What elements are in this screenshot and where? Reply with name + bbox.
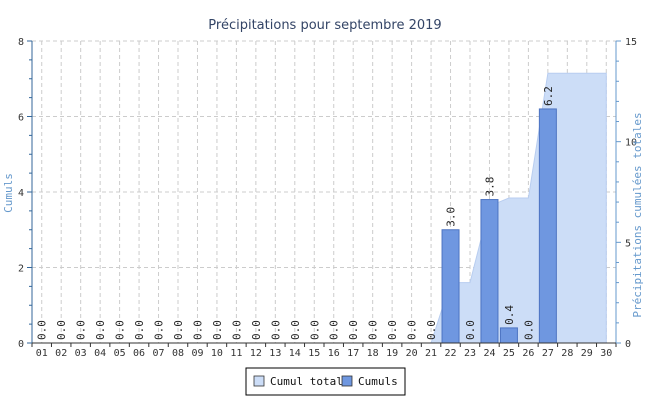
bar-label-03: 0.0 bbox=[75, 320, 88, 340]
y-left-tick-label: 4 bbox=[18, 188, 24, 199]
x-tick-label-07: 07 bbox=[153, 348, 165, 359]
x-tick-label-30: 30 bbox=[600, 348, 612, 359]
bar-25 bbox=[499, 327, 518, 344]
bar-label-11: 0.0 bbox=[230, 320, 243, 340]
bar-label-16: 0.0 bbox=[328, 320, 341, 340]
bar-label-05: 0.0 bbox=[114, 320, 127, 340]
y-left-axis-label: Cumuls bbox=[2, 173, 15, 213]
bar-label-10: 0.0 bbox=[211, 320, 224, 340]
x-tick-label-29: 29 bbox=[581, 348, 593, 359]
x-tick-label-06: 06 bbox=[133, 348, 145, 359]
x-tick-label-15: 15 bbox=[308, 348, 320, 359]
y-right-tick-label: 5 bbox=[625, 238, 631, 249]
x-tick-label-11: 11 bbox=[230, 348, 242, 359]
bar-label-15: 0.0 bbox=[308, 320, 321, 340]
legend-label-cumuls: Cumuls bbox=[358, 375, 398, 388]
y-left-tick-label: 8 bbox=[18, 37, 24, 48]
x-tick-label-22: 22 bbox=[445, 348, 457, 359]
x-tick-label-10: 10 bbox=[211, 348, 223, 359]
bar-value-labels: 0.0 0.0 0.0 0.0 0.0 0.0 0.0 0.0 0.0 0.0 0.0 0.0 0.0 0… bbox=[36, 86, 555, 340]
x-tick-label-05: 05 bbox=[114, 348, 126, 359]
bar-label-21: 0.0 bbox=[425, 320, 438, 340]
area-cumul-total bbox=[41, 72, 607, 344]
x-tick-label-01: 01 bbox=[36, 348, 48, 359]
bar-label-06: 0.0 bbox=[133, 320, 146, 340]
bar-label-26: 0.0 bbox=[522, 320, 535, 340]
x-tick-label-20: 20 bbox=[406, 348, 418, 359]
chart-title: Précipitations pour septembre 2019 bbox=[208, 18, 441, 33]
bar-27 bbox=[538, 108, 557, 344]
x-tick-label-19: 19 bbox=[386, 348, 398, 359]
bar-label-14: 0.0 bbox=[289, 320, 302, 340]
x-tick-label-09: 09 bbox=[191, 348, 203, 359]
y-left-tick-label: 2 bbox=[18, 264, 24, 275]
bar-label-18: 0.0 bbox=[367, 320, 380, 340]
legend-swatch-cumuls bbox=[341, 375, 353, 387]
y-right-axis-label: Précipitations cumulées totales bbox=[631, 112, 644, 317]
x-tick-label-16: 16 bbox=[328, 348, 340, 359]
x-tick-label-12: 12 bbox=[250, 348, 262, 359]
x-tick-label-26: 26 bbox=[522, 348, 534, 359]
x-tick-label-08: 08 bbox=[172, 348, 184, 359]
x-tick-label-14: 14 bbox=[289, 348, 301, 359]
x-tick-label-27: 27 bbox=[542, 348, 554, 359]
bar-label-09: 0.0 bbox=[191, 320, 204, 340]
bar-label-13: 0.0 bbox=[269, 320, 282, 340]
x-tick-label-25: 25 bbox=[503, 348, 515, 359]
y-right-tick-label: 10 bbox=[625, 138, 637, 149]
y-right-tick-label: 15 bbox=[625, 37, 637, 48]
bar-label-17: 0.0 bbox=[347, 320, 360, 340]
bar-label-27: 6.2 bbox=[542, 86, 555, 106]
x-tick-label-21: 21 bbox=[425, 348, 437, 359]
bar-24 bbox=[480, 199, 499, 344]
bar-label-22: 3.0 bbox=[445, 207, 458, 227]
y-right-tick-label: 0 bbox=[625, 339, 631, 350]
bar-label-07: 0.0 bbox=[153, 320, 166, 340]
x-tick-label-24: 24 bbox=[483, 348, 495, 359]
bar-label-02: 0.0 bbox=[55, 320, 68, 340]
bar-label-25: 0.4 bbox=[503, 305, 516, 325]
legend: Cumul total Cumuls bbox=[245, 367, 406, 396]
axes bbox=[27, 40, 621, 347]
bar-label-19: 0.0 bbox=[386, 320, 399, 340]
bar-label-08: 0.0 bbox=[172, 320, 185, 340]
legend-label-cumul-total: Cumul total bbox=[270, 375, 343, 388]
bar-label-01: 0.0 bbox=[36, 320, 49, 340]
y-left-tick-label: 0 bbox=[18, 339, 24, 350]
legend-box bbox=[245, 367, 406, 396]
cumul-total-area bbox=[41, 72, 607, 344]
x-tick-label-28: 28 bbox=[561, 348, 573, 359]
legend-swatch-cumul-total bbox=[253, 375, 265, 387]
bar-label-23: 0.0 bbox=[464, 320, 477, 340]
x-tick-label-04: 04 bbox=[94, 348, 106, 359]
bar-label-12: 0.0 bbox=[250, 320, 263, 340]
x-tick-label-02: 02 bbox=[55, 348, 67, 359]
bar-label-20: 0.0 bbox=[406, 320, 419, 340]
y-left-tick-labels: 0 2 4 6 8 bbox=[18, 37, 24, 350]
x-tick-label-18: 18 bbox=[367, 348, 379, 359]
x-tick-label-13: 13 bbox=[269, 348, 281, 359]
x-tick-label-03: 03 bbox=[75, 348, 87, 359]
bar-22 bbox=[441, 229, 460, 344]
y-right-tick-labels: 0 5 10 15 bbox=[625, 37, 637, 350]
y-left-tick-label: 6 bbox=[18, 113, 24, 124]
x-tick-label-17: 17 bbox=[347, 348, 359, 359]
bar-label-04: 0.0 bbox=[94, 320, 107, 340]
bar-label-24: 3.8 bbox=[483, 177, 496, 197]
x-tick-label-23: 23 bbox=[464, 348, 476, 359]
x-tick-labels: 01 02 03 04 05 06 07 08 09 10 11 12 13 14 15 16 17 18 19 20… bbox=[36, 348, 613, 359]
